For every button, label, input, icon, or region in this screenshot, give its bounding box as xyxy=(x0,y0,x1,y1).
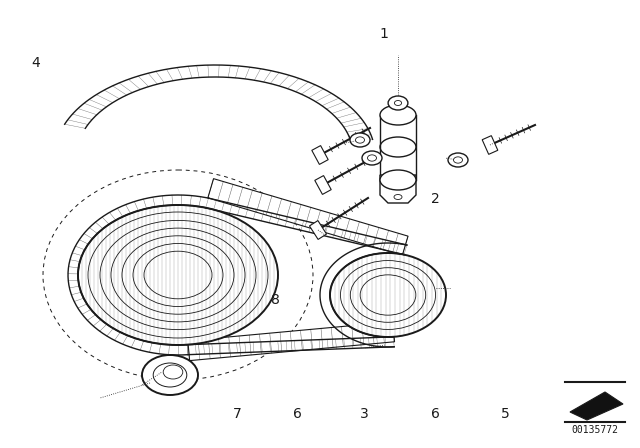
Text: 2: 2 xyxy=(431,192,440,207)
Text: 6: 6 xyxy=(293,407,302,422)
Ellipse shape xyxy=(394,194,402,199)
Ellipse shape xyxy=(78,205,278,345)
Polygon shape xyxy=(188,322,394,361)
Text: 00135772: 00135772 xyxy=(572,425,618,435)
Ellipse shape xyxy=(142,355,198,395)
Ellipse shape xyxy=(153,363,187,387)
Text: 3: 3 xyxy=(360,407,369,422)
Ellipse shape xyxy=(388,96,408,110)
Polygon shape xyxy=(380,175,416,203)
Polygon shape xyxy=(312,146,328,164)
Text: 4: 4 xyxy=(31,56,40,70)
Ellipse shape xyxy=(350,133,370,147)
Polygon shape xyxy=(570,392,623,420)
Ellipse shape xyxy=(454,157,463,163)
Ellipse shape xyxy=(394,100,402,105)
Text: 8: 8 xyxy=(271,293,280,307)
Polygon shape xyxy=(208,179,408,255)
Text: 7: 7 xyxy=(232,407,241,422)
Polygon shape xyxy=(315,176,332,194)
Ellipse shape xyxy=(367,155,376,161)
Text: 5: 5 xyxy=(501,407,510,422)
Polygon shape xyxy=(310,220,326,239)
Ellipse shape xyxy=(380,105,416,125)
Ellipse shape xyxy=(362,151,382,165)
Text: 6: 6 xyxy=(431,407,440,422)
Text: 1: 1 xyxy=(380,26,388,41)
Polygon shape xyxy=(482,136,498,155)
Ellipse shape xyxy=(163,365,183,379)
Ellipse shape xyxy=(330,253,446,337)
Ellipse shape xyxy=(355,137,365,143)
Ellipse shape xyxy=(448,153,468,167)
Ellipse shape xyxy=(380,170,416,190)
